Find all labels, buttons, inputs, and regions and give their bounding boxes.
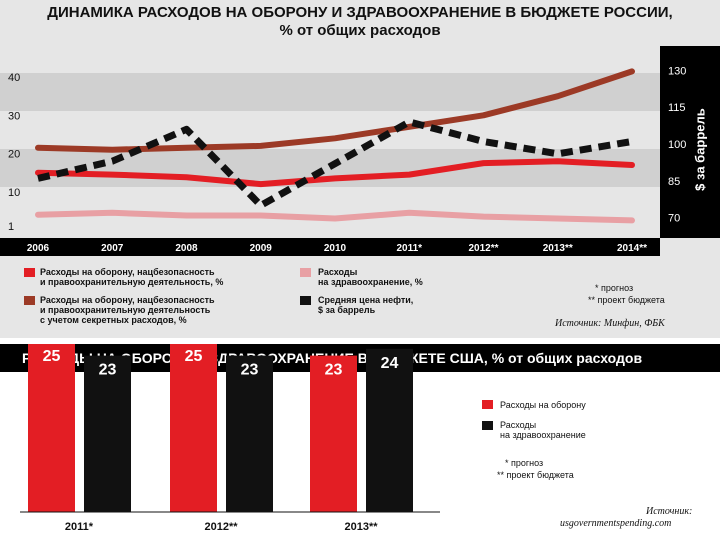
right-axis-tick-label: 70 bbox=[668, 213, 680, 225]
bar-health bbox=[84, 355, 131, 512]
usa-chart-panel: РАСХОДЫ НА ОБОРОНУ И ЗДРАВООХРАНЕНИЕ В Б… bbox=[0, 344, 720, 540]
series-line-1 bbox=[35, 68, 635, 153]
russia-title-line1: ДИНАМИКА РАСХОДОВ НА ОБОРОНУ И ЗДРАВООХР… bbox=[47, 4, 673, 21]
legend-swatch-defense bbox=[24, 268, 35, 277]
x-axis-tick-label: 2012** bbox=[468, 243, 498, 254]
bar-health bbox=[366, 348, 413, 512]
bar-category-label: 2012** bbox=[204, 521, 238, 533]
usa-legend-swatch-health bbox=[482, 421, 493, 430]
right-axis-tick-label: 115 bbox=[668, 102, 686, 114]
legend-swatch-oil bbox=[300, 296, 311, 305]
left-axis-tick-label: 40 bbox=[8, 72, 20, 84]
x-axis-tick-label: 2011* bbox=[396, 243, 422, 254]
left-axis-tick-label: 20 bbox=[8, 149, 20, 161]
russia-chart-title: ДИНАМИКА РАСХОДОВ НА ОБОРОНУ И ЗДРАВООХР… bbox=[0, 4, 720, 40]
legend-defense-line2: и правоохранительную деятельность, % bbox=[40, 277, 224, 287]
usa-note-forecast: * прогноз bbox=[505, 458, 544, 468]
legend-label-defense-secret: Расходы на оборону, нацбезопасность и пр… bbox=[40, 295, 215, 325]
legend-health-line2: на здравоохранение, % bbox=[318, 277, 423, 287]
series-line-2 bbox=[35, 209, 635, 224]
usa-legend-label-defense: Расходы на оборону bbox=[500, 400, 586, 410]
bar-defense bbox=[310, 355, 357, 512]
bar-value-label: 23 bbox=[99, 362, 117, 379]
russia-line-chart: 1 10 20 30 40 70 85 100 115 130 2006 2007 2008 2009 20… bbox=[8, 65, 686, 254]
left-axis-tick-label: 1 bbox=[8, 221, 14, 233]
x-axis-tick-label: 2010 bbox=[324, 243, 347, 254]
bar-category-label: 2013** bbox=[344, 521, 378, 533]
legend-label-oil: Средняя цена нефти, $ за баррель bbox=[318, 295, 413, 315]
right-axis-tick-label: 100 bbox=[668, 139, 686, 151]
x-axis-tick-label: 2014** bbox=[617, 243, 647, 254]
usa-source-line1: Источник: bbox=[646, 506, 693, 517]
x-axis-tick-label: 2006 bbox=[27, 243, 50, 254]
russia-title-line2: % от общих расходов bbox=[279, 22, 441, 39]
grid-band bbox=[0, 73, 660, 111]
usa-legend-health-line1: Расходы bbox=[500, 420, 537, 430]
bar-category-label: 2011* bbox=[65, 521, 94, 533]
usa-source-line2: usgovernmentspending.com bbox=[560, 518, 672, 529]
legend-health-line1: Расходы bbox=[318, 267, 358, 277]
right-axis-tick-label: 130 bbox=[668, 65, 686, 77]
usa-bar-chart: 25 23 2011* 25 23 2012** 23 24 2013** bbox=[20, 344, 440, 533]
left-axis-tick-label: 30 bbox=[8, 110, 20, 122]
left-axis-tick-label: 10 bbox=[8, 187, 20, 199]
bar-value-label: 25 bbox=[185, 348, 203, 365]
legend-defense-secret-line1: Расходы на оборону, нацбезопасность bbox=[40, 295, 215, 305]
note-budget-draft: ** проект бюджета bbox=[588, 295, 665, 305]
legend-defense-line1: Расходы на оборону, нацбезопасность bbox=[40, 267, 215, 277]
legend-oil-line1: Средняя цена нефти, bbox=[318, 295, 414, 305]
bar-defense bbox=[170, 344, 217, 512]
legend-oil-line2: $ за баррель bbox=[318, 305, 376, 315]
bar-value-label: 24 bbox=[381, 355, 399, 372]
usa-note-budget-draft: ** проект бюджета bbox=[497, 470, 574, 480]
note-forecast: * прогноз bbox=[595, 283, 634, 293]
usa-legend-swatch-defense bbox=[482, 400, 493, 409]
bar-value-label: 25 bbox=[43, 348, 61, 365]
right-axis-strip bbox=[660, 46, 720, 238]
x-axis-tick-label: 2009 bbox=[250, 243, 273, 254]
legend-defense-secret-line2: и правоохранительную деятельность bbox=[40, 305, 211, 315]
legend-label-health: Расходы на здравоохранение, % bbox=[318, 267, 423, 287]
bar-health bbox=[226, 355, 273, 512]
x-axis-tick-label: 2013** bbox=[543, 243, 573, 254]
russia-source: Источник: Минфин, ФБК bbox=[555, 318, 665, 329]
x-axis-strip bbox=[0, 238, 660, 256]
usa-legend-label-health: Расходы на здравоохранение bbox=[500, 420, 586, 440]
x-axis-tick-label: 2008 bbox=[175, 243, 198, 254]
legend-defense-secret-line3: с учетом секретных расходов, % bbox=[40, 315, 187, 325]
bar-defense bbox=[28, 344, 75, 512]
russia-chart-panel: ДИНАМИКА РАСХОДОВ НА ОБОРОНУ И ЗДРАВООХР… bbox=[0, 0, 720, 338]
bar-value-label: 23 bbox=[325, 362, 343, 379]
x-axis-tick-label: 2007 bbox=[101, 243, 124, 254]
legend-label-defense: Расходы на оборону, нацбезопасность и пр… bbox=[40, 267, 223, 287]
usa-legend-health-line2: на здравоохранение bbox=[500, 430, 586, 440]
bar-value-label: 23 bbox=[241, 362, 259, 379]
right-axis-tick-label: 85 bbox=[668, 176, 680, 188]
legend-swatch-defense-secret bbox=[24, 296, 35, 305]
legend-swatch-health bbox=[300, 268, 311, 277]
